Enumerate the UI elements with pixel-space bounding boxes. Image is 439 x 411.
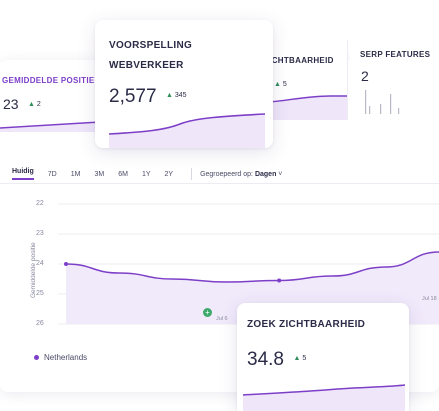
y-tick-label: 25 [36, 290, 44, 297]
kpi-sparkline [0, 121, 100, 132]
tab-3m[interactable]: 3M [94, 170, 105, 178]
kpi-delta: ▲ 2 [28, 101, 41, 108]
triangle-up-icon: ▲ [166, 92, 173, 99]
triangle-up-icon: ▲ [28, 101, 35, 108]
forecast-title-line1: Voorspelling [109, 40, 193, 51]
chart-legend: Netherlands [34, 353, 87, 362]
forecast-sparkline [108, 113, 266, 148]
triangle-up-icon: ▲ [293, 355, 301, 362]
legend-label: Netherlands [44, 353, 88, 362]
x-tick-label: Jul 18 [422, 296, 437, 302]
kpi-label: Zichtbaarheid [270, 56, 334, 65]
visibility-value: 34.8 [247, 349, 284, 370]
kpi-bar-sparkline [365, 90, 400, 114]
tabs-separator [0, 183, 439, 184]
tab-7d[interactable]: 7D [47, 170, 57, 178]
forecast-delta: ▲ 345 [166, 92, 187, 99]
chevron-down-icon: ˅ [276, 170, 283, 178]
forecast-value: 2,577 [109, 86, 157, 107]
data-point[interactable] [277, 278, 282, 283]
group-by-selector[interactable]: Gegroepeerd op: Dagen ˅ [200, 171, 282, 178]
y-tick-label: 26 [36, 320, 44, 327]
tabs-divider [191, 168, 193, 180]
series-line [65, 251, 439, 283]
kpi-card-serp-features[interactable]: SERP features 2 [350, 40, 439, 118]
forecast-title-line2: Webverkeer [109, 60, 184, 71]
x-tick-label: Jul 6 [216, 316, 228, 322]
kpi-card-average-position[interactable]: Gemiddelde positie 23 ▲ 2 [0, 62, 100, 132]
group-by-value: Dagen [254, 170, 277, 178]
kpi-card-visibility[interactable]: Zichtbaarheid ▲ 5 [270, 40, 348, 120]
triangle-up-icon: ▲ [274, 81, 281, 88]
legend-dot-icon [34, 355, 39, 360]
tab-1m[interactable]: 1M [70, 170, 81, 178]
kpi-value: 2 [361, 68, 369, 84]
period-tabs: Huidig 7D 1M 3M 6M 1Y 2Y Gegroepeerd op:… [12, 168, 282, 180]
kpi-value: 23 [3, 96, 19, 112]
tab-2y[interactable]: 2Y [164, 170, 174, 178]
group-by-label: Gegroepeerd op: [200, 170, 253, 178]
y-tick-label: 24 [36, 260, 44, 267]
tab-6m[interactable]: 6M [118, 170, 128, 178]
forecast-traffic-card[interactable]: Voorspelling Webverkeer 2,577 ▲ 345 [95, 20, 273, 148]
kpi-sparkline [270, 95, 347, 120]
y-tick-label: 22 [36, 200, 44, 207]
visibility-delta: ▲ 5 [293, 355, 307, 362]
search-visibility-card[interactable]: Zoek zichtbaarheid 34.8 ▲ 5 [237, 303, 409, 411]
data-point[interactable] [64, 262, 68, 266]
add-annotation-icon[interactable]: + [203, 308, 212, 317]
tab-1y[interactable]: 1Y [141, 170, 151, 178]
kpi-label: Gemiddelde positie [2, 76, 95, 85]
kpi-delta: ▲ 5 [274, 81, 287, 88]
tab-huidig[interactable]: Huidig [12, 168, 34, 180]
visibility-sparkline [242, 384, 406, 411]
visibility-title: Zoek zichtbaarheid [247, 319, 366, 330]
y-tick-label: 23 [36, 230, 44, 237]
kpi-label: SERP features [360, 50, 431, 59]
